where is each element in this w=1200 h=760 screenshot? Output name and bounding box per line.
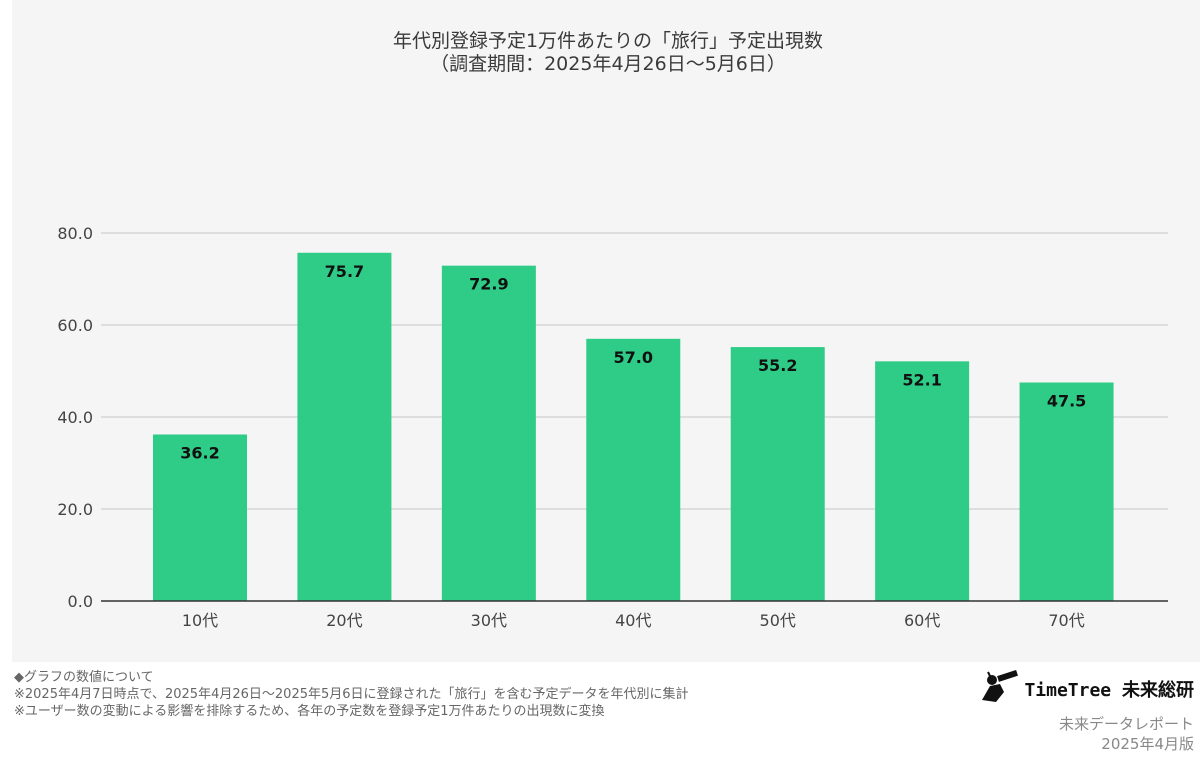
bar-value-label: 57.0 [614, 348, 653, 367]
footnote-heading: ◆グラフの数値について [14, 670, 154, 685]
brand-block: TimeTree 未来総研 未来データレポート 2025年4月版 [978, 669, 1194, 754]
bars [153, 252, 1114, 601]
brand-name: TimeTree 未来総研 [1024, 680, 1194, 701]
x-tick-label: 60代 [904, 611, 940, 630]
chart-title: 年代別登録予定1万件あたりの「旅行」予定出現数 [392, 30, 824, 52]
y-tick-label: 80.0 [57, 224, 93, 243]
bar [875, 361, 970, 601]
y-tick-label: 20.0 [57, 500, 93, 519]
bar-chart: 0.0 20.0 40.0 60.0 80.0 36.2 75.7 72.9 57.0 55.2… [57, 224, 1168, 630]
x-tick-label: 30代 [471, 611, 507, 630]
bar [297, 252, 392, 601]
footnotes: ◆グラフの数値について ※2025年4月7日時点で、2025年4月26日〜202… [14, 669, 689, 720]
x-tick-label: 50代 [760, 611, 796, 630]
footnote-aggregation: ※2025年4月7日時点で、2025年4月26日〜2025年5月6日に登録された… [14, 687, 689, 702]
bar-value-label: 36.2 [180, 443, 219, 462]
x-tick-label: 40代 [615, 611, 651, 630]
bar [730, 347, 825, 601]
bar-value-label: 75.7 [325, 262, 364, 281]
bar-value-label: 55.2 [758, 356, 797, 375]
x-tick-label: 20代 [326, 611, 362, 630]
y-tick-label: 40.0 [57, 408, 93, 427]
bar [586, 338, 681, 601]
report-edition: 2025年4月版 [1101, 735, 1194, 753]
y-tick-label: 60.0 [57, 316, 93, 335]
bar-value-label: 52.1 [902, 370, 941, 389]
bar [441, 265, 536, 601]
x-tick-label: 70代 [1048, 611, 1084, 630]
y-tick-label: 0.0 [68, 592, 93, 611]
bar-value-label: 47.5 [1047, 392, 1086, 411]
bar [153, 434, 247, 601]
bar-value-label: 72.9 [469, 275, 508, 294]
x-tick-label: 10代 [182, 611, 218, 630]
bar [1019, 382, 1114, 601]
y-axis-tick-labels: 0.0 20.0 40.0 60.0 80.0 [57, 224, 93, 611]
chart-subtitle: （調査期間：2025年4月26日〜5月6日） [430, 53, 786, 75]
telescope-person-icon [978, 669, 1020, 708]
footnote-normalization: ※ユーザー数の変動による影響を排除するため、各年の予定数を登録予定1万件あたりの… [14, 704, 605, 719]
x-axis-tick-labels: 10代 20代 30代 40代 50代 60代 70代 [182, 611, 1085, 630]
bar-value-labels: 36.2 75.7 72.9 57.0 55.2 52.1 47.5 [180, 262, 1086, 463]
report-name: 未来データレポート [1058, 715, 1194, 733]
brand-logo: TimeTree 未来総研 [978, 669, 1194, 708]
chart-title-block: 年代別登録予定1万件あたりの「旅行」予定出現数 （調査期間：2025年4月26日… [0, 30, 1200, 76]
